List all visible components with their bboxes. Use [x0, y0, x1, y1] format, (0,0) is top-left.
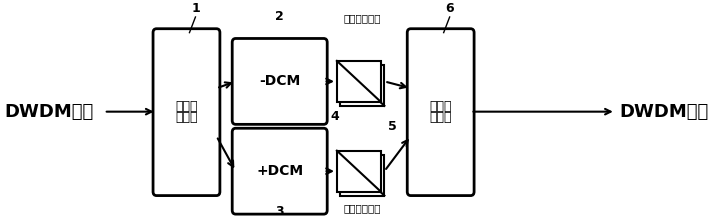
- Bar: [340, 155, 384, 196]
- Text: DWDM信号: DWDM信号: [619, 103, 708, 121]
- Text: -DCM: -DCM: [259, 74, 301, 88]
- Text: +DCM: +DCM: [256, 164, 303, 178]
- Text: 分波器: 分波器: [175, 111, 198, 124]
- Bar: [340, 65, 384, 106]
- Bar: [337, 151, 381, 192]
- Bar: [337, 61, 381, 102]
- FancyBboxPatch shape: [153, 29, 220, 196]
- Text: 可调光衰减器: 可调光衰减器: [344, 203, 381, 213]
- Text: 红蓝带: 红蓝带: [175, 100, 198, 113]
- Text: 合波器: 合波器: [430, 111, 452, 124]
- Text: 红蓝带: 红蓝带: [430, 100, 452, 113]
- Text: 6: 6: [445, 2, 454, 15]
- Text: 可调光衰减器: 可调光衰减器: [344, 13, 381, 23]
- FancyBboxPatch shape: [233, 39, 328, 124]
- Text: 3: 3: [275, 205, 284, 218]
- Text: 1: 1: [191, 2, 200, 15]
- Text: 4: 4: [330, 110, 340, 123]
- Text: 5: 5: [388, 120, 396, 133]
- FancyBboxPatch shape: [407, 29, 474, 196]
- FancyBboxPatch shape: [233, 128, 328, 214]
- Text: 2: 2: [275, 10, 284, 23]
- Text: DWDM信号: DWDM信号: [4, 103, 94, 121]
